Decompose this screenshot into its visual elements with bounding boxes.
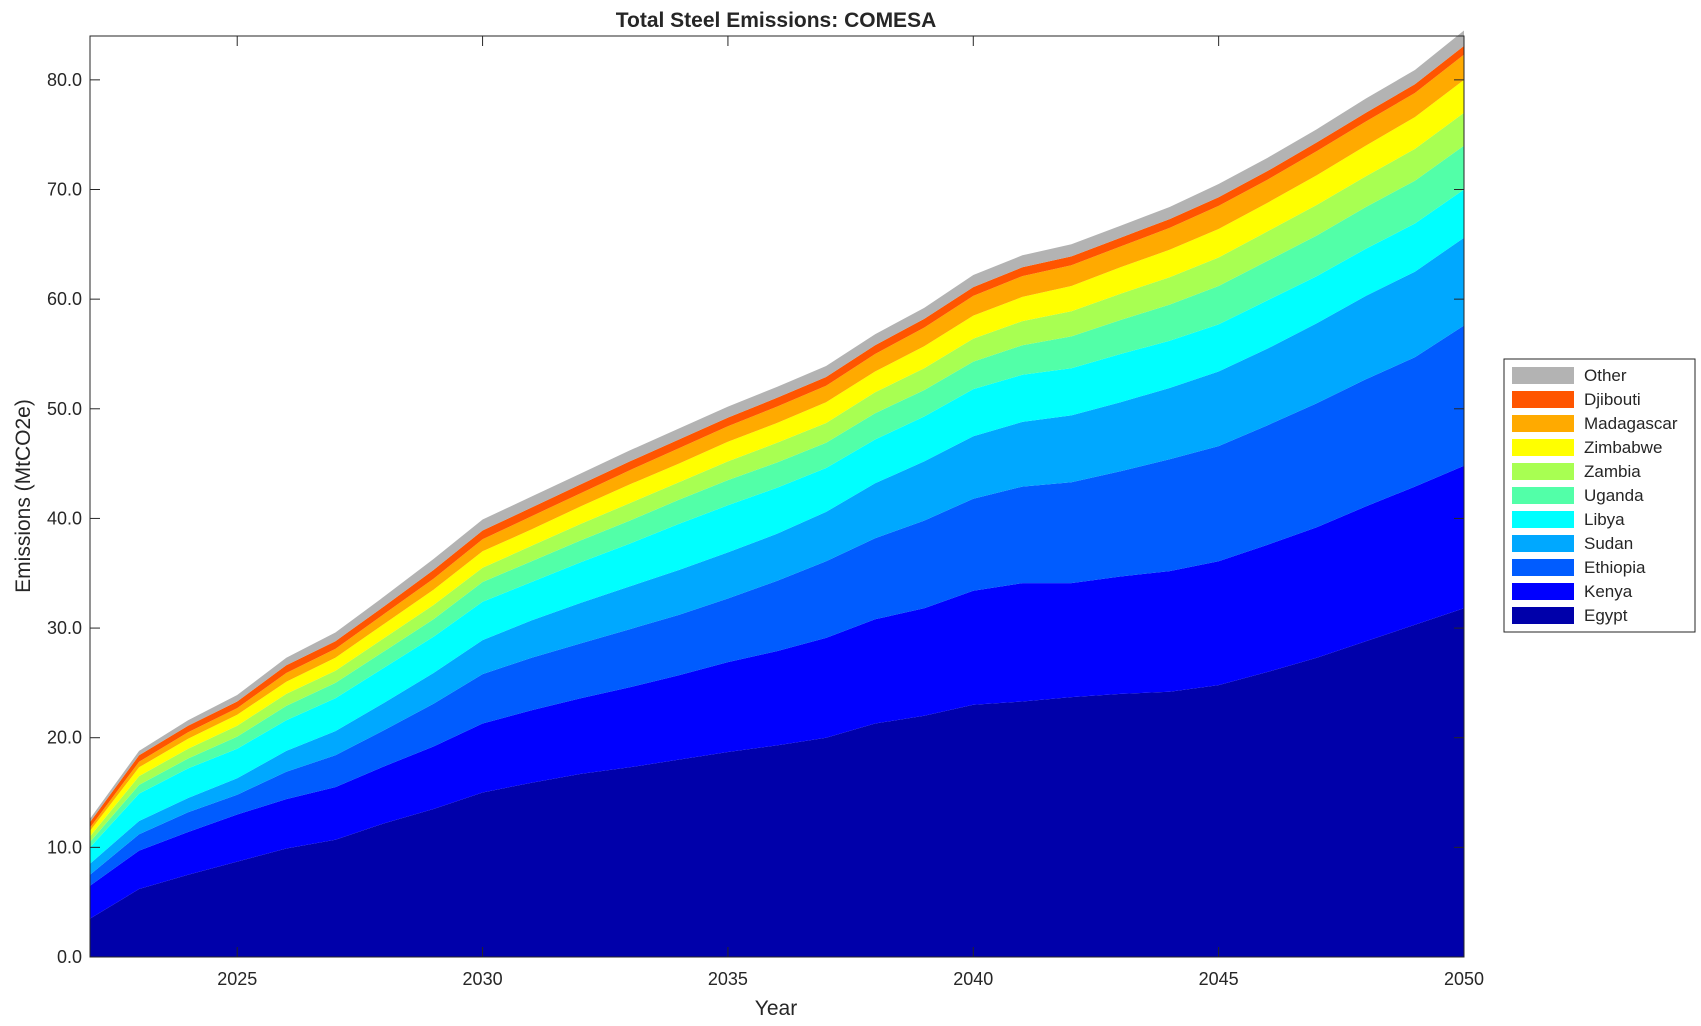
axis-ticks-group: 2025 2030 2035 2040 2045 2050 0.0 10.0 20.0 30.0 4… bbox=[47, 36, 1484, 989]
area-libya bbox=[90, 189, 1464, 864]
y-tick-label: 0.0 bbox=[57, 947, 82, 967]
y-axis-label: Emissions (MtCO2e) bbox=[12, 399, 35, 593]
area-kenya bbox=[90, 465, 1464, 919]
area-sudan bbox=[90, 237, 1464, 875]
legend-label-sudan: Sudan bbox=[1584, 534, 1633, 553]
legend-swatch-libya bbox=[1512, 511, 1574, 528]
x-axis-label: Year bbox=[755, 997, 797, 1020]
y-tick-label: 50.0 bbox=[47, 399, 82, 419]
area-ethiopia bbox=[90, 325, 1464, 886]
legend-swatch-other bbox=[1512, 367, 1574, 384]
legend-label-madagascar: Madagascar bbox=[1584, 414, 1678, 433]
area-series-group bbox=[90, 30, 1464, 957]
legend-swatch-zambia bbox=[1512, 463, 1574, 480]
y-tick-label: 70.0 bbox=[47, 180, 82, 200]
x-tick-label: 2040 bbox=[953, 969, 993, 989]
x-tick-label: 2025 bbox=[217, 969, 257, 989]
legend-label-djibouti: Djibouti bbox=[1584, 390, 1641, 409]
area-zambia bbox=[90, 112, 1464, 842]
legend-label-kenya: Kenya bbox=[1584, 582, 1633, 601]
area-egypt bbox=[90, 608, 1464, 957]
legend: Other Djibouti Madagascar Zimbabwe Zambia Uga… bbox=[1503, 358, 1696, 633]
area-madagascar bbox=[90, 54, 1464, 831]
legend-label-egypt: Egypt bbox=[1584, 606, 1628, 625]
y-tick-label: 40.0 bbox=[47, 508, 82, 528]
legend-label-zambia: Zambia bbox=[1584, 462, 1641, 481]
area-uganda bbox=[90, 145, 1464, 848]
y-tick-label: 10.0 bbox=[47, 837, 82, 857]
y-tick-label: 80.0 bbox=[47, 70, 82, 90]
chart-title: Total Steel Emissions: COMESA bbox=[616, 9, 937, 32]
legend-swatch-ethiopia bbox=[1512, 559, 1574, 576]
x-tick-label: 2030 bbox=[463, 969, 503, 989]
legend-items: Other Djibouti Madagascar Zimbabwe Zambia Uga… bbox=[1512, 366, 1678, 625]
legend-label-uganda: Uganda bbox=[1584, 486, 1644, 505]
area-zimbabwe bbox=[90, 79, 1464, 837]
legend-swatch-djibouti bbox=[1512, 391, 1574, 408]
x-tick-label: 2050 bbox=[1444, 969, 1484, 989]
legend-swatch-madagascar bbox=[1512, 415, 1574, 432]
legend-label-ethiopia: Ethiopia bbox=[1584, 558, 1646, 577]
y-tick-label: 60.0 bbox=[47, 289, 82, 309]
area-djibouti bbox=[90, 45, 1464, 828]
legend-swatch-uganda bbox=[1512, 487, 1574, 504]
y-tick-label: 30.0 bbox=[47, 618, 82, 638]
legend-swatch-kenya bbox=[1512, 583, 1574, 600]
area-other bbox=[90, 30, 1464, 823]
legend-swatch-egypt bbox=[1512, 607, 1574, 624]
x-tick-label: 2035 bbox=[708, 969, 748, 989]
legend-label-other: Other bbox=[1584, 366, 1627, 385]
y-tick-label: 20.0 bbox=[47, 728, 82, 748]
legend-swatch-zimbabwe bbox=[1512, 439, 1574, 456]
plot-frame bbox=[89, 35, 1465, 958]
legend-label-libya: Libya bbox=[1584, 510, 1625, 529]
legend-label-zimbabwe: Zimbabwe bbox=[1584, 438, 1662, 457]
x-tick-label: 2045 bbox=[1199, 969, 1239, 989]
legend-swatch-sudan bbox=[1512, 535, 1574, 552]
